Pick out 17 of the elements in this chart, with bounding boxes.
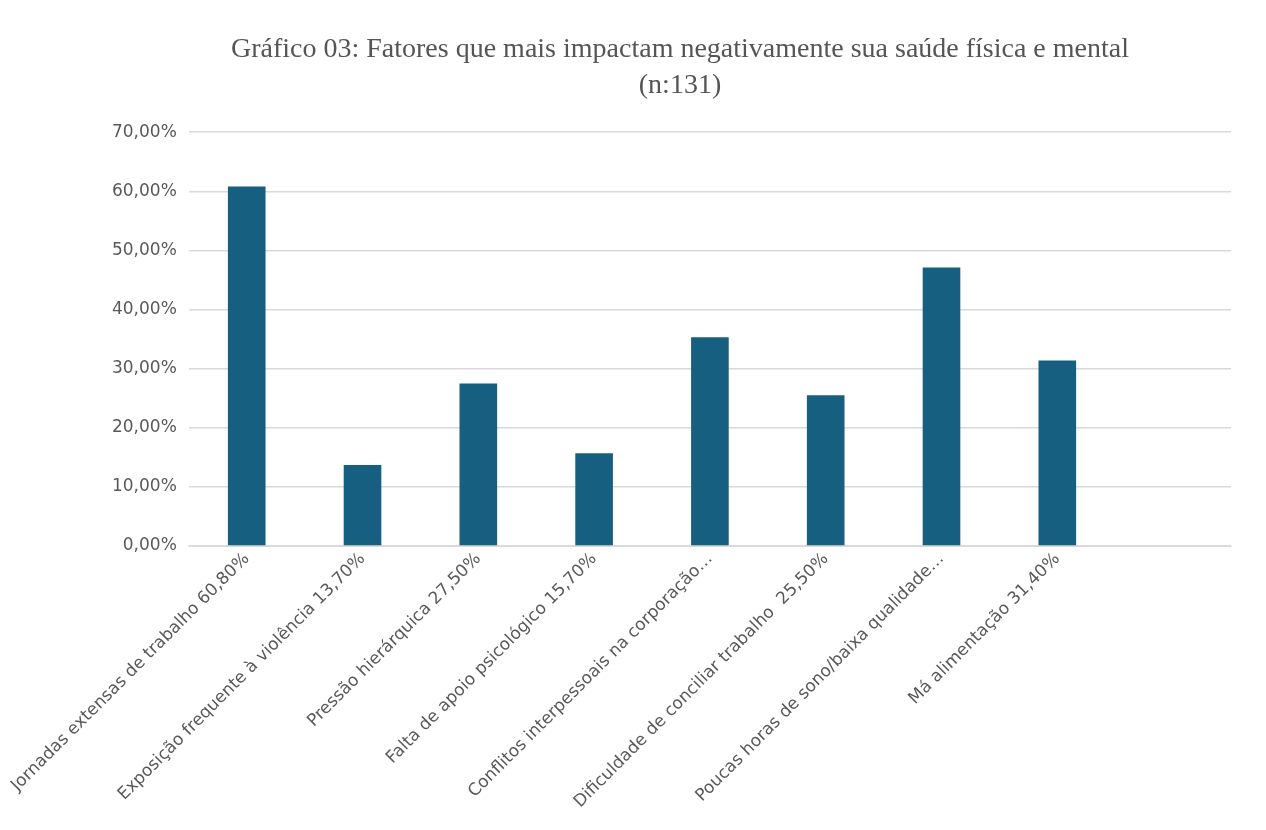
y-tick-label: 20,00% (111, 416, 177, 437)
bar (227, 186, 266, 546)
bar (806, 395, 845, 546)
chart-title: Gráfico 03: Fatores que mais impactam negativamente sua saúde física e mental (n:131) (230, 31, 1130, 101)
bar (922, 267, 961, 546)
y-tick-label: 60,00% (111, 179, 177, 200)
y-tick-label: 30,00% (111, 357, 177, 378)
y-tick-label: 70,00% (111, 120, 177, 141)
bar (691, 337, 729, 546)
y-tick-label: 0,00% (122, 534, 177, 555)
bar (459, 383, 498, 546)
bar (1038, 360, 1077, 546)
bar (343, 465, 382, 546)
bar (575, 453, 613, 546)
y-tick-label: 50,00% (111, 238, 177, 259)
y-tick-label: 40,00% (111, 297, 177, 318)
y-tick-label: 10,00% (111, 475, 177, 496)
